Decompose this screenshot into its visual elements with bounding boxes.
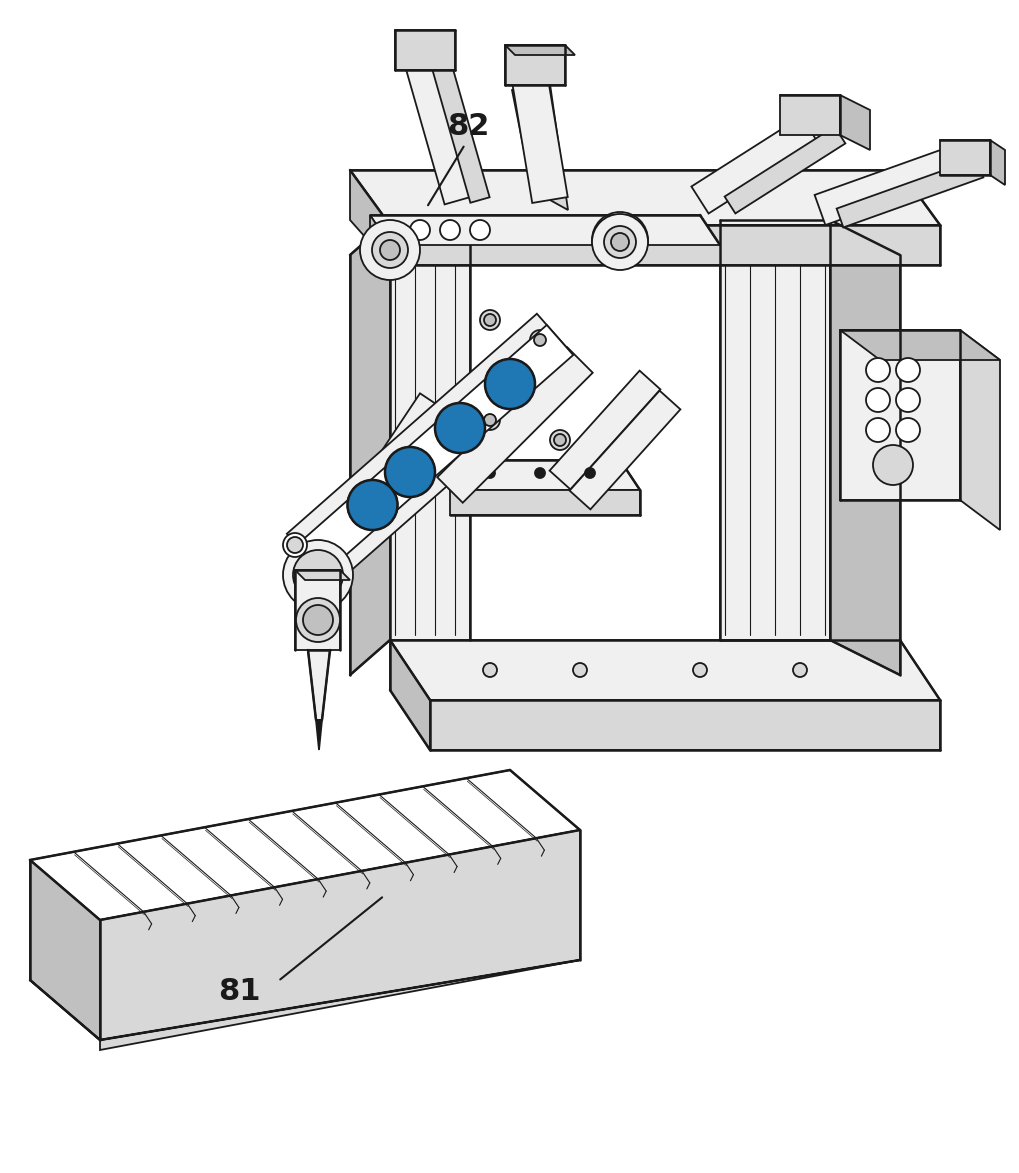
- Circle shape: [873, 445, 913, 484]
- Circle shape: [484, 314, 496, 326]
- Polygon shape: [450, 490, 640, 515]
- Circle shape: [435, 404, 485, 453]
- Polygon shape: [287, 313, 583, 586]
- Polygon shape: [380, 413, 460, 516]
- Polygon shape: [294, 570, 340, 650]
- Polygon shape: [549, 371, 660, 489]
- Polygon shape: [513, 77, 568, 203]
- Circle shape: [362, 222, 418, 278]
- Polygon shape: [30, 769, 580, 920]
- Circle shape: [896, 418, 920, 442]
- Polygon shape: [837, 158, 983, 228]
- Polygon shape: [390, 221, 470, 640]
- Circle shape: [554, 434, 566, 446]
- Polygon shape: [30, 860, 100, 1040]
- Polygon shape: [390, 640, 430, 750]
- Polygon shape: [30, 960, 580, 1040]
- Circle shape: [293, 550, 343, 601]
- Polygon shape: [395, 30, 455, 70]
- Polygon shape: [350, 221, 390, 674]
- Polygon shape: [316, 720, 322, 750]
- Polygon shape: [430, 700, 940, 750]
- Circle shape: [303, 605, 333, 635]
- Circle shape: [296, 598, 340, 642]
- Polygon shape: [430, 460, 640, 490]
- Circle shape: [372, 232, 408, 267]
- Polygon shape: [390, 225, 940, 265]
- Circle shape: [347, 480, 397, 530]
- Circle shape: [483, 663, 497, 677]
- Polygon shape: [814, 145, 965, 225]
- Circle shape: [530, 330, 550, 350]
- Polygon shape: [370, 215, 390, 270]
- Circle shape: [440, 221, 460, 240]
- Circle shape: [693, 663, 707, 677]
- Polygon shape: [725, 127, 846, 213]
- Polygon shape: [830, 221, 900, 674]
- Circle shape: [793, 663, 807, 677]
- Polygon shape: [960, 330, 1000, 530]
- Circle shape: [485, 359, 535, 409]
- Circle shape: [866, 388, 890, 412]
- Polygon shape: [297, 325, 574, 575]
- Text: 81: 81: [218, 977, 261, 1005]
- Polygon shape: [360, 393, 440, 496]
- Polygon shape: [512, 70, 568, 210]
- Circle shape: [380, 240, 400, 260]
- Polygon shape: [390, 640, 940, 700]
- Polygon shape: [840, 95, 870, 150]
- Circle shape: [283, 540, 353, 610]
- Polygon shape: [720, 221, 830, 640]
- Circle shape: [592, 212, 648, 267]
- Polygon shape: [308, 650, 330, 720]
- Polygon shape: [692, 116, 818, 213]
- Polygon shape: [840, 330, 1000, 360]
- Polygon shape: [505, 45, 565, 84]
- Circle shape: [480, 310, 500, 330]
- Circle shape: [347, 480, 397, 530]
- Circle shape: [611, 233, 629, 251]
- Circle shape: [585, 468, 595, 479]
- Circle shape: [866, 418, 890, 442]
- Polygon shape: [505, 45, 575, 55]
- Circle shape: [592, 213, 648, 270]
- Polygon shape: [370, 215, 720, 245]
- Circle shape: [435, 404, 485, 453]
- Circle shape: [480, 411, 500, 430]
- Circle shape: [896, 388, 920, 412]
- Polygon shape: [437, 347, 593, 503]
- Circle shape: [485, 359, 535, 409]
- Circle shape: [385, 447, 435, 497]
- Circle shape: [534, 334, 546, 346]
- Circle shape: [550, 430, 570, 450]
- Polygon shape: [570, 391, 681, 509]
- Circle shape: [287, 537, 303, 552]
- Circle shape: [535, 468, 545, 479]
- Text: 82: 82: [447, 113, 490, 141]
- Circle shape: [470, 221, 490, 240]
- Circle shape: [410, 221, 430, 240]
- Polygon shape: [294, 570, 350, 579]
- Polygon shape: [780, 95, 840, 135]
- Polygon shape: [405, 55, 476, 204]
- Polygon shape: [350, 170, 940, 225]
- Polygon shape: [100, 830, 580, 1050]
- Circle shape: [606, 226, 634, 255]
- Circle shape: [385, 447, 435, 497]
- Circle shape: [896, 358, 920, 382]
- Polygon shape: [350, 170, 390, 265]
- Circle shape: [866, 358, 890, 382]
- Circle shape: [484, 414, 496, 426]
- Circle shape: [485, 468, 495, 479]
- Circle shape: [604, 226, 636, 258]
- Circle shape: [360, 221, 420, 280]
- Polygon shape: [990, 140, 1005, 185]
- Polygon shape: [840, 330, 960, 500]
- Circle shape: [573, 663, 587, 677]
- Circle shape: [283, 533, 307, 557]
- Circle shape: [376, 236, 404, 264]
- Polygon shape: [940, 140, 990, 175]
- Polygon shape: [430, 57, 489, 203]
